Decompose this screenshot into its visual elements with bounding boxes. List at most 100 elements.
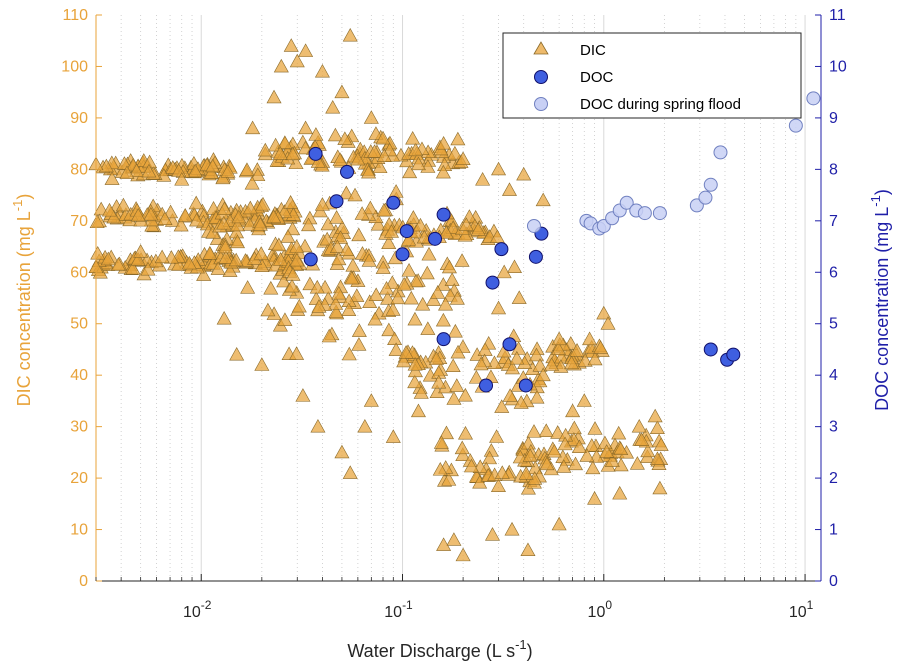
dic-point	[381, 235, 397, 249]
dic-point	[239, 162, 255, 176]
dic-point	[283, 195, 299, 209]
dic-point	[405, 210, 421, 224]
dic-point	[334, 84, 350, 99]
dic-point	[436, 537, 452, 551]
dic-point	[325, 100, 341, 114]
dic-point	[266, 209, 282, 223]
dic-point	[362, 200, 378, 215]
dic-point	[240, 280, 256, 294]
dic-point	[416, 229, 432, 244]
doc-spring-point	[619, 195, 634, 210]
dic-point	[569, 343, 585, 357]
dic-point	[398, 345, 414, 359]
dic-point	[538, 423, 554, 437]
left-tick-label: 20	[70, 470, 88, 487]
left-tick-label: 110	[62, 7, 88, 24]
dic-point	[130, 207, 146, 222]
dic-point	[163, 204, 179, 219]
dic-point	[516, 166, 532, 181]
dic-point	[511, 290, 527, 304]
dic-point	[311, 299, 327, 313]
doc-point	[303, 252, 318, 267]
dic-point	[338, 185, 354, 200]
x-tick-label: 100	[588, 598, 613, 621]
dic-point	[354, 206, 370, 220]
dic-point	[450, 344, 466, 359]
dic-point	[341, 302, 357, 317]
dic-point	[370, 216, 386, 231]
dic-point	[396, 353, 412, 368]
dic-point	[544, 357, 560, 371]
dic-point	[472, 475, 488, 489]
dic-point	[458, 217, 474, 231]
dic-point	[379, 280, 395, 295]
legend-doc-spring-marker	[534, 97, 548, 111]
doc-point	[494, 242, 509, 257]
dic-point	[571, 439, 587, 453]
dic-point	[171, 257, 187, 271]
dic-point	[529, 389, 545, 404]
dic-point	[383, 224, 399, 238]
dic-point	[328, 304, 344, 318]
dic-point	[446, 391, 462, 405]
dic-point	[331, 285, 347, 300]
dic-point	[413, 385, 429, 399]
dic-point	[491, 161, 507, 176]
dic-point	[535, 367, 551, 382]
dic-point	[441, 259, 457, 274]
dic-point	[339, 242, 355, 257]
dic-point	[457, 387, 473, 402]
dic-point	[328, 296, 344, 310]
dic-point	[216, 201, 232, 215]
right-tick-label: 6	[829, 264, 838, 281]
doc-point	[395, 247, 410, 262]
doc-point	[386, 195, 401, 210]
dic-point	[289, 346, 305, 360]
dic-point	[309, 279, 325, 294]
doc-point	[427, 231, 442, 246]
dic-point	[260, 302, 276, 317]
left-tick-label: 70	[70, 213, 88, 230]
dic-point	[489, 229, 505, 244]
dic-point	[349, 288, 365, 302]
dic-point	[428, 351, 444, 365]
dic-point	[410, 403, 426, 418]
dic-point	[115, 197, 131, 212]
dic-point	[612, 485, 628, 500]
doc-spring-point	[806, 91, 821, 106]
dic-point	[431, 374, 447, 389]
legend-doc-marker	[534, 70, 548, 84]
dic-point	[447, 145, 463, 160]
dic-point	[143, 206, 159, 221]
doc-point	[479, 378, 494, 393]
dic-point	[457, 425, 474, 440]
dic-point	[506, 259, 522, 274]
right-tick-label: 8	[829, 161, 838, 178]
dic-point	[490, 478, 506, 492]
dic-point	[174, 172, 190, 186]
dic-point	[347, 187, 363, 202]
dic-point	[652, 480, 668, 495]
dic-point	[295, 388, 311, 402]
dic-point	[202, 246, 218, 260]
dic-point	[522, 448, 538, 462]
dic-point	[314, 63, 330, 78]
dic-point	[244, 175, 260, 190]
dic-point	[387, 331, 403, 346]
dic-point	[504, 521, 520, 536]
dic-point	[425, 292, 442, 306]
x-tick-label: 10-2	[183, 598, 212, 621]
dic-point	[649, 420, 665, 435]
dic-point	[403, 290, 419, 305]
dic-point	[263, 280, 279, 295]
dic-point	[217, 239, 233, 254]
doc-spring-flood-series	[526, 91, 821, 236]
dic-point	[445, 220, 461, 234]
dic-point	[218, 250, 234, 264]
dic-point	[539, 456, 555, 471]
doc-point	[436, 332, 451, 347]
dic-point	[390, 290, 406, 305]
dic-point	[438, 425, 454, 440]
left-tick-label: 30	[70, 419, 88, 436]
dic-point	[257, 142, 273, 157]
